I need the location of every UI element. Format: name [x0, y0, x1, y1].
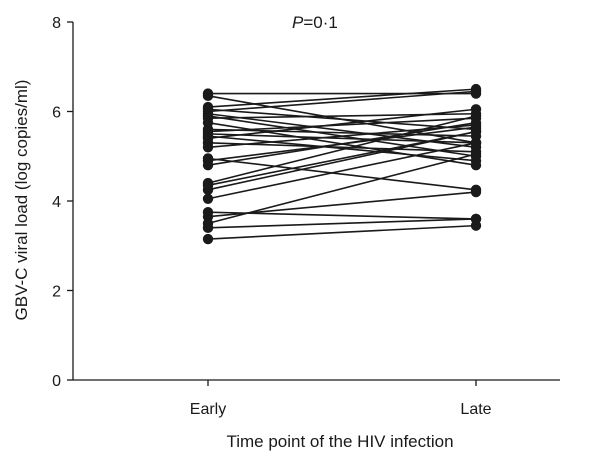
y-tick-label: 0 [52, 373, 61, 390]
data-point [470, 220, 482, 231]
pair-line [207, 90, 477, 113]
data-point [470, 186, 482, 198]
data-point [202, 142, 214, 153]
pair-line [207, 115, 477, 184]
x-axis-label: Time point of the HIV infection [226, 432, 453, 451]
y-tick-label: 4 [52, 194, 61, 211]
data-point [202, 90, 214, 102]
data-point [202, 222, 214, 234]
pair-line [207, 157, 477, 191]
x-tick-label: Early [190, 401, 226, 418]
data-point [202, 160, 214, 171]
data-point [470, 126, 482, 137]
data-point [202, 193, 214, 204]
pair-line [207, 135, 477, 162]
y-tick-label: 8 [52, 15, 61, 32]
pair-line [207, 218, 477, 229]
pair-line [207, 88, 477, 108]
pair-line [207, 130, 477, 191]
axes: 0 2 4 6 8 Early Late [52, 15, 560, 418]
pair-line [207, 108, 477, 140]
data-point [202, 233, 214, 245]
data-point [470, 110, 482, 122]
pair-line [207, 121, 477, 166]
pair-line [207, 108, 477, 131]
pair-line [207, 124, 477, 149]
pair-line [207, 224, 477, 240]
data-point [470, 86, 482, 97]
data-point [470, 137, 482, 149]
data-point [470, 148, 482, 160]
y-axis-label: GBV-C viral load (log copies/ml) [12, 80, 31, 321]
y-tick-label: 2 [52, 284, 61, 301]
series-layer [202, 83, 482, 245]
pair-line [207, 153, 477, 225]
pair-line [207, 128, 477, 137]
pair-line [207, 142, 477, 200]
p-value-annotation: P=0·1 [292, 13, 338, 32]
p-value-italic: P [292, 13, 304, 32]
labels: P=0·1 Time point of the HIV infection GB… [12, 13, 454, 451]
y-tick-label: 6 [52, 105, 61, 122]
data-point [202, 184, 214, 196]
p-value-rest: =0·1 [303, 13, 338, 32]
pair-line [207, 117, 477, 133]
x-tick-label: Late [460, 401, 491, 418]
